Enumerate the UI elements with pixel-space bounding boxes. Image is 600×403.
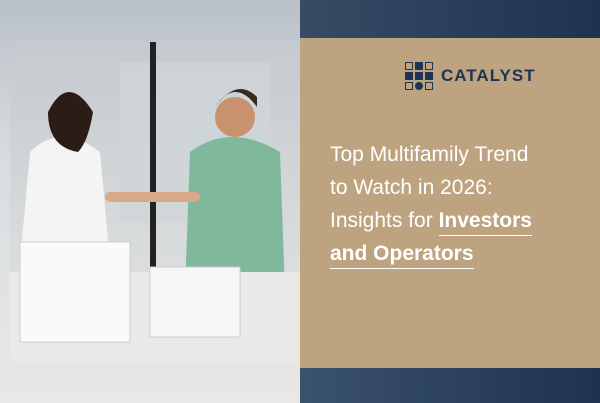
catalyst-logo: CATALYST xyxy=(405,62,536,90)
photo-scene xyxy=(10,42,300,362)
grid-squares-logo-icon xyxy=(405,62,433,90)
headline-operators: and Operators xyxy=(330,242,474,269)
brand-name: CATALYST xyxy=(441,66,536,85)
handshake-illustration xyxy=(10,42,300,362)
headline-investors: Investors xyxy=(438,209,532,236)
headline-line-1: Top Multifamily Trend xyxy=(330,143,529,166)
hero-photo xyxy=(0,0,300,403)
headline-line-2: to Watch in 2026: xyxy=(330,176,493,199)
headline-line-3: Insights for Investors xyxy=(330,204,600,237)
headline: Top Multifamily Trend to Watch in 2026: … xyxy=(330,138,600,270)
headline-line-4: and Operators xyxy=(330,237,600,270)
headline-line-3-prefix: Insights for xyxy=(330,209,439,232)
navy-band xyxy=(300,368,600,403)
